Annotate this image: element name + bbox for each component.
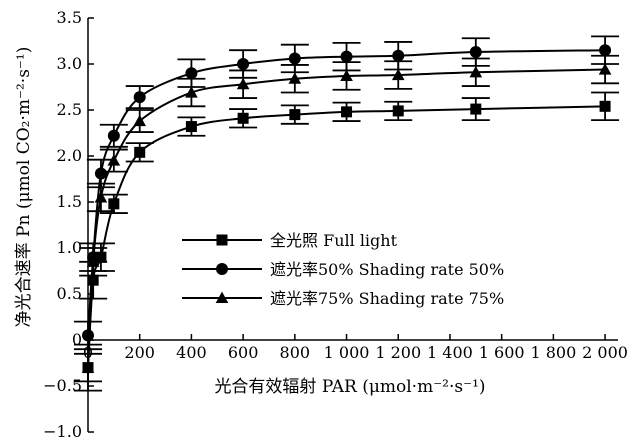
x-axis-title: 光合有效辐射 PAR (μmol·m⁻²·s⁻¹) bbox=[214, 377, 485, 397]
data-point bbox=[86, 255, 100, 267]
data-point bbox=[107, 129, 120, 142]
y-tick-label: −0.5 bbox=[43, 376, 82, 395]
legend: 全光照 Full light 遮光率50% Shading rate 50% 遮光率… bbox=[182, 231, 504, 308]
series-line bbox=[87, 68, 606, 368]
data-point bbox=[599, 44, 612, 57]
data-point bbox=[288, 72, 302, 84]
y-tick-label: 0 bbox=[72, 330, 82, 349]
y-tick-label: 2.5 bbox=[57, 100, 82, 119]
legend-marker bbox=[216, 234, 228, 246]
data-point bbox=[237, 112, 249, 124]
x-tick-label: 1 800 bbox=[530, 343, 576, 362]
data-point bbox=[391, 68, 405, 81]
legend-marker bbox=[215, 291, 229, 304]
data-point bbox=[82, 329, 94, 342]
x-tick-label: 1 200 bbox=[375, 343, 421, 362]
legend-label: 遮光率50% Shading rate 50% bbox=[270, 260, 504, 279]
data-point bbox=[185, 121, 197, 133]
data-point bbox=[598, 63, 612, 75]
x-tick-label: 1 400 bbox=[427, 343, 473, 362]
legend-label: 遮光率75% Shading rate 75% bbox=[270, 289, 504, 308]
data-point bbox=[134, 146, 146, 158]
data-point bbox=[392, 49, 405, 62]
data-point bbox=[289, 109, 301, 121]
series-triangle bbox=[74, 54, 620, 383]
data-point bbox=[81, 361, 95, 373]
x-tick-label: 1 600 bbox=[479, 343, 525, 362]
data-point bbox=[185, 67, 198, 80]
x-tick-label: 2 000 bbox=[582, 343, 628, 362]
data-point bbox=[95, 251, 107, 263]
x-tick-label: 400 bbox=[176, 343, 207, 362]
y-tick-label: 1.0 bbox=[57, 238, 82, 257]
x-tick-label: 200 bbox=[124, 343, 155, 362]
data-point bbox=[87, 274, 99, 286]
data-point bbox=[599, 100, 611, 112]
series-line bbox=[87, 49, 606, 336]
x-tick-label: 600 bbox=[228, 343, 259, 362]
legend-label: 全光照 Full light bbox=[270, 231, 398, 250]
y-tick-label: −1.0 bbox=[43, 422, 82, 441]
x-tick-label: 1 000 bbox=[324, 343, 370, 362]
series-group bbox=[74, 35, 620, 392]
data-point bbox=[392, 105, 404, 117]
data-point bbox=[341, 106, 353, 118]
data-point bbox=[340, 50, 353, 63]
y-axis-title: 净光合速率 Pn (μmol CO₂·m⁻²·s⁻¹) bbox=[14, 47, 34, 328]
data-point bbox=[133, 91, 146, 104]
data-point bbox=[340, 69, 353, 82]
x-tick-label: 800 bbox=[280, 343, 311, 362]
data-point bbox=[237, 58, 250, 70]
data-point bbox=[94, 191, 108, 203]
data-point bbox=[94, 167, 107, 180]
y-tick-label: 0.5 bbox=[57, 284, 82, 303]
y-tick-label: 1.5 bbox=[57, 192, 82, 211]
y-tick-label: 2.0 bbox=[57, 146, 82, 165]
data-point bbox=[108, 198, 120, 210]
axes: −1.0−0.500.51.01.52.02.53.03.50200400600… bbox=[43, 8, 628, 441]
data-point bbox=[236, 77, 250, 90]
y-tick-label: 3.0 bbox=[57, 54, 82, 73]
data-point bbox=[133, 114, 147, 127]
data-point bbox=[288, 52, 301, 65]
data-point bbox=[469, 65, 483, 78]
data-point bbox=[107, 154, 121, 166]
data-point bbox=[185, 86, 198, 98]
data-point bbox=[469, 46, 482, 59]
y-tick-label: 3.5 bbox=[57, 8, 82, 27]
legend-marker bbox=[216, 263, 228, 275]
data-point bbox=[470, 103, 482, 115]
